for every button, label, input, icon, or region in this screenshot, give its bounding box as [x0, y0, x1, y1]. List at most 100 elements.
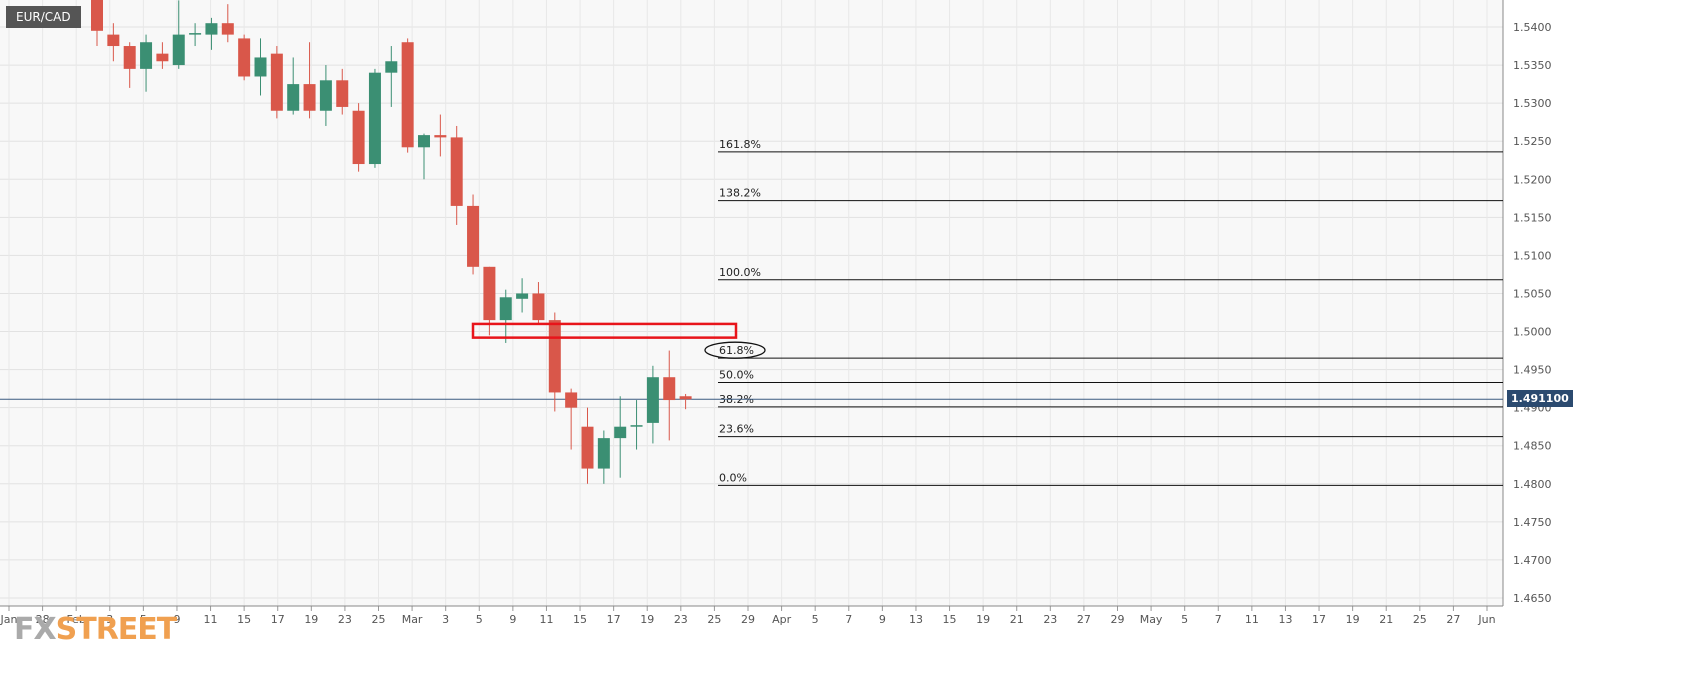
fib-highlight-ellipse: [704, 341, 766, 359]
candle-body: [254, 57, 267, 77]
x-tick-label: 17: [607, 613, 621, 626]
x-tick-label: 25: [707, 613, 721, 626]
candle-body: [287, 84, 300, 111]
candle-body: [614, 426, 627, 439]
x-tick-label: 27: [1077, 613, 1091, 626]
candle-body: [597, 438, 610, 469]
candle-body: [368, 72, 381, 165]
candle-body: [205, 23, 218, 35]
fib-level-label: 161.8%: [719, 138, 761, 151]
x-tick-label: 11: [1245, 613, 1259, 626]
plot-background: [0, 0, 1503, 606]
fib-level-label: 23.6%: [719, 423, 754, 436]
x-tick-label: 13: [1278, 613, 1292, 626]
logo-fx: FX: [14, 612, 57, 647]
candle-body: [532, 293, 545, 321]
logo-street: STREET: [55, 612, 178, 647]
x-tick-label: 17: [1312, 613, 1326, 626]
y-tick-label: 1.5200: [1513, 173, 1552, 186]
y-tick-label: 1.4800: [1513, 478, 1552, 491]
fib-level-label: 61.8%: [719, 344, 754, 357]
y-tick-label: 1.5350: [1513, 59, 1552, 72]
x-tick-label: 7: [845, 613, 852, 626]
x-tick-label: 15: [573, 613, 587, 626]
candle-body: [123, 46, 136, 69]
x-tick-label: 5: [812, 613, 819, 626]
candle-body: [352, 110, 365, 165]
x-tick-label: 25: [1413, 613, 1427, 626]
x-tick-label: 15: [237, 613, 251, 626]
x-tick-label: 23: [1043, 613, 1057, 626]
candle-body: [565, 392, 578, 408]
candle-body: [548, 320, 561, 393]
x-tick-label: Jun: [1477, 613, 1495, 626]
x-tick-label: Apr: [772, 613, 792, 626]
candle-body: [450, 137, 463, 206]
candle-body: [319, 80, 332, 111]
x-tick-label: 5: [1181, 613, 1188, 626]
y-tick-label: 1.5150: [1513, 211, 1552, 224]
x-tick-label: 5: [140, 613, 147, 626]
x-tick-label: 9: [509, 613, 516, 626]
x-tick-label: 29: [1111, 613, 1125, 626]
x-tick-label: 3: [442, 613, 449, 626]
x-tick-label: 27: [1446, 613, 1460, 626]
candle-body: [679, 396, 692, 400]
fib-level-label: 100.0%: [719, 266, 761, 279]
x-tick-label: 19: [976, 613, 990, 626]
y-tick-label: 1.5050: [1513, 287, 1552, 300]
x-tick-label: 21: [1379, 613, 1393, 626]
y-tick-label: 1.4650: [1513, 592, 1552, 605]
x-tick-label: 25: [372, 613, 386, 626]
x-tick-label: 11: [204, 613, 218, 626]
x-tick-label: 5: [476, 613, 483, 626]
x-tick-label: 23: [674, 613, 688, 626]
x-tick-label: 19: [640, 613, 654, 626]
x-tick-label: 28: [36, 613, 50, 626]
x-tick-label: 19: [1346, 613, 1360, 626]
fib-level-label: 50.0%: [719, 369, 754, 382]
y-tick-label: 1.5300: [1513, 97, 1552, 110]
candle-body: [189, 33, 202, 35]
candle-body: [467, 205, 480, 267]
candle-body: [646, 377, 659, 423]
candle-body: [663, 377, 676, 401]
x-tick-label: 19: [304, 613, 318, 626]
x-tick-label: 9: [173, 613, 180, 626]
candle-body: [172, 34, 185, 66]
y-tick-label: 1.5000: [1513, 326, 1552, 339]
x-tick-label: May: [1140, 613, 1163, 626]
x-tick-label: 13: [909, 613, 923, 626]
candle-body: [238, 38, 251, 77]
x-tick-label: 21: [1010, 613, 1024, 626]
fib-level-label: 138.2%: [719, 187, 761, 200]
candle-body: [107, 34, 120, 47]
candle-body: [270, 53, 283, 111]
x-tick-label: 3: [106, 613, 113, 626]
x-tick-label: Feb: [66, 613, 85, 626]
x-tick-label: Jan: [0, 613, 18, 626]
current-price-tag: 1.491100: [1507, 390, 1573, 408]
x-tick-label: Mar: [402, 613, 423, 626]
y-tick-label: 1.5100: [1513, 249, 1552, 262]
candle-body: [91, 0, 103, 31]
y-tick-label: 1.5250: [1513, 135, 1552, 148]
x-tick-label: 11: [539, 613, 553, 626]
y-tick-label: 1.4850: [1513, 440, 1552, 453]
candle-body: [140, 42, 153, 69]
candle-body: [434, 135, 447, 138]
fib-level-label: 0.0%: [719, 471, 747, 484]
candle-body: [156, 53, 169, 62]
candle-body: [581, 426, 594, 469]
candle-body: [385, 61, 398, 73]
candle-body: [303, 84, 316, 111]
symbol-badge: EUR/CAD: [6, 6, 81, 28]
x-tick-label: 15: [943, 613, 957, 626]
y-tick-label: 1.4950: [1513, 364, 1552, 377]
y-tick-label: 1.4750: [1513, 516, 1552, 529]
candle-body: [483, 266, 496, 321]
x-tick-label: 29: [741, 613, 755, 626]
x-tick-label: 23: [338, 613, 352, 626]
